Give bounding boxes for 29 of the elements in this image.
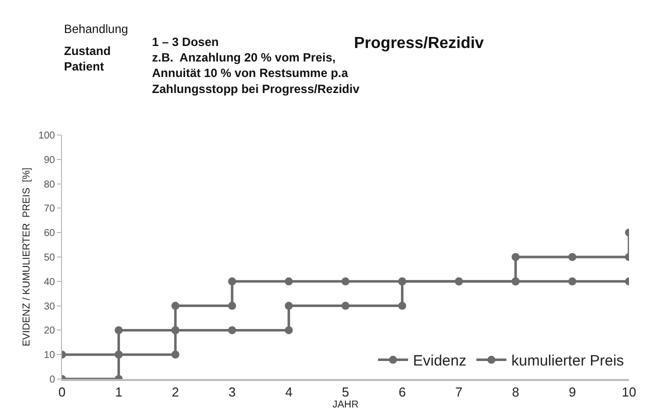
y-tick-label: 30 [44,301,56,312]
legend-label: kumulierter Preis [511,352,624,370]
x-tick-label: 6 [398,384,406,400]
y-axis-title: EVIDENZ / KUMULIERTER PREIS [%] [21,167,32,346]
x-tick-label: 1 [115,384,122,400]
x-tick-label: 7 [455,384,463,400]
x-axis-title: JAHR [332,399,359,410]
y-tick-label: 100 [38,130,56,142]
x-tick-label: 3 [228,384,236,400]
y-tick-label: 10 [44,350,56,362]
x-tick-label: 9 [568,384,576,400]
y-tick-label: 60 [44,228,56,240]
x-tick-label: 8 [512,384,520,400]
y-tick-label: 20 [44,326,56,337]
y-tick-label: 0 [49,374,56,386]
x-tick-label: 5 [342,384,350,400]
x-tick-label: 10 [622,384,636,400]
text: Behandlung [64,22,128,36]
text: Zustand Patient [64,44,111,74]
x-tick-label: 4 [285,384,292,400]
y-tick-label: 80 [44,179,56,190]
x-tick-label: 0 [58,384,66,400]
y-tick-label: 40 [44,276,56,288]
x-tick-label: 2 [172,384,180,400]
y-tick-label: 70 [44,204,56,215]
y-tick-label: 90 [44,154,56,166]
y-tick-label: 50 [44,252,56,264]
legend-label: Evidenz [413,352,466,370]
text: Progress/Rezidiv [354,35,484,52]
